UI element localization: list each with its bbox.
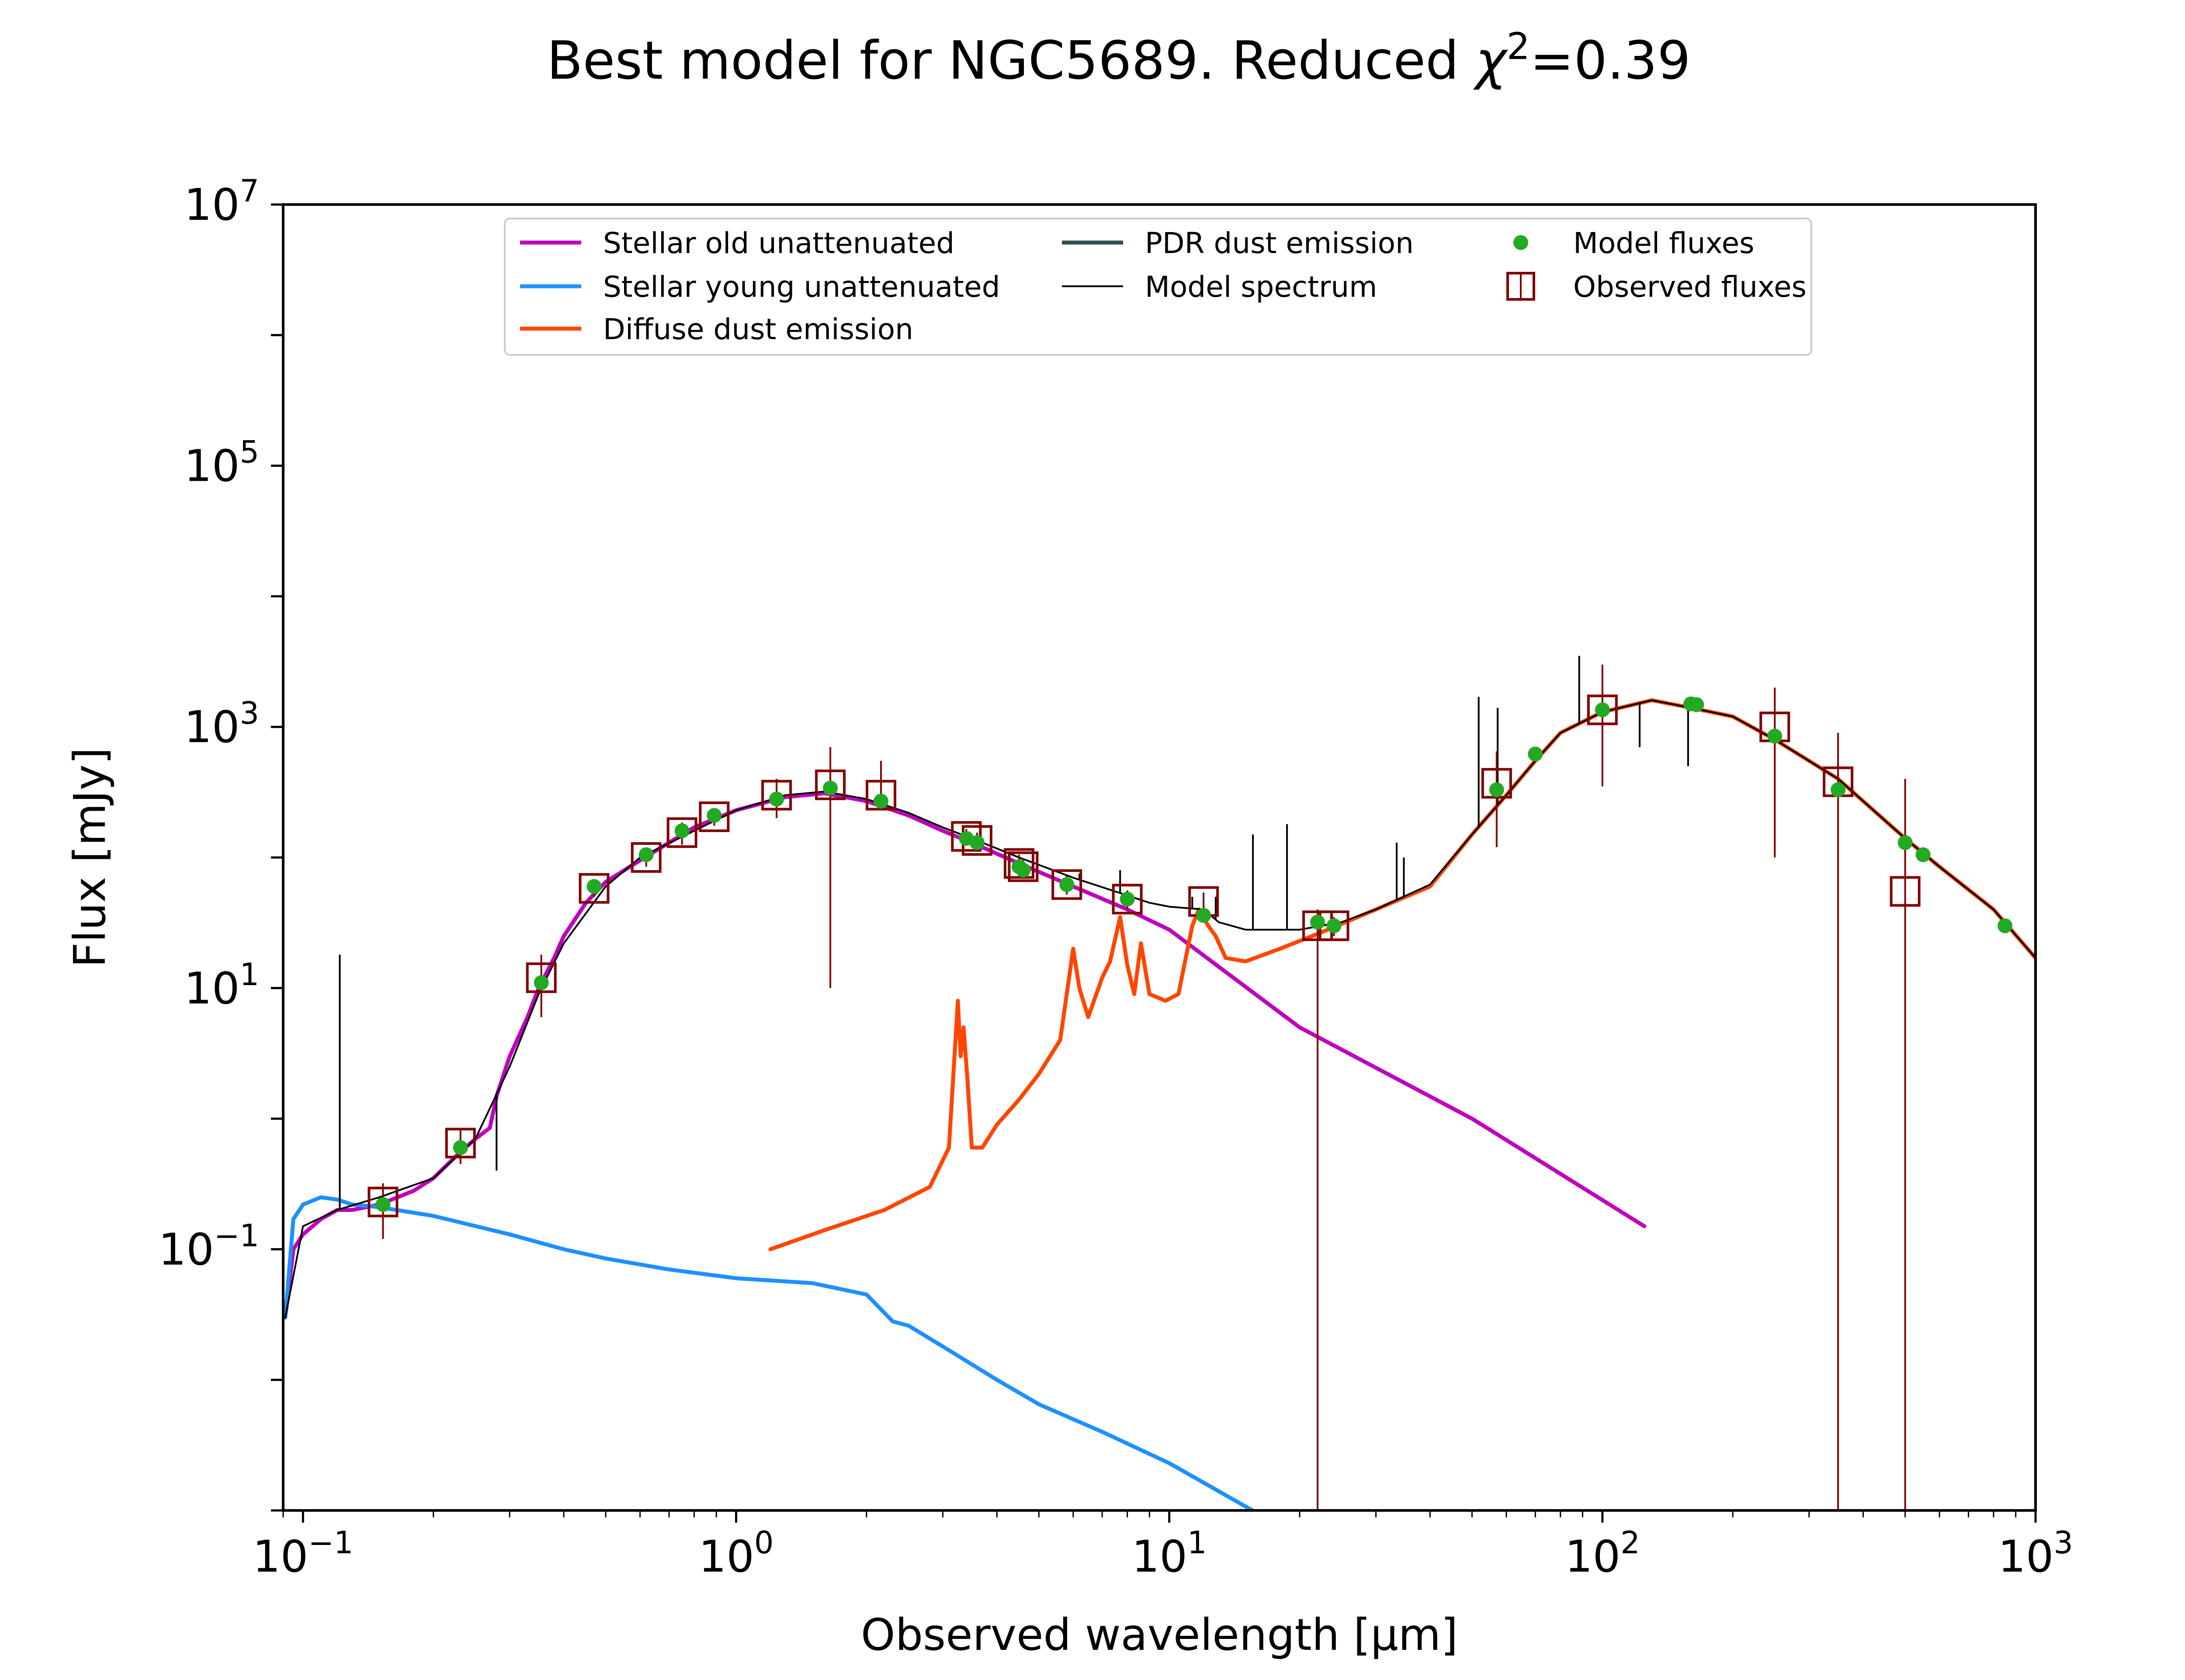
- y-tick-label: 101: [184, 957, 259, 1014]
- model-flux-point: [375, 1197, 391, 1212]
- model-flux-point: [453, 1140, 468, 1155]
- observed-flux-marker: [1003, 848, 1034, 879]
- model-flux-point: [1915, 847, 1931, 862]
- model-flux-point: [1595, 702, 1610, 718]
- legend-item-model-fluxes: Model fluxes: [1513, 226, 1755, 260]
- observed-flux-marker: [866, 780, 897, 811]
- model-flux-point: [674, 823, 690, 839]
- model-flux-point: [638, 847, 654, 862]
- observed-flux-marker: [631, 842, 662, 873]
- model-flux-point: [1831, 782, 1846, 798]
- series-line-model-spectrum: [284, 699, 2036, 1319]
- legend-item-diffuse-dust-emission: Diffuse dust emission: [520, 312, 913, 346]
- model-flux-point: [874, 794, 889, 809]
- legend-label: Stellar old unattenuated: [603, 226, 954, 260]
- chart-title: Best model for NGC5689. Reduced χ2=0.39: [547, 25, 1690, 91]
- observed-flux-marker: [368, 1187, 399, 1218]
- observed-flux-marker: [1890, 876, 1921, 907]
- x-tick-label: 100: [699, 1525, 774, 1582]
- model-flux-point: [586, 879, 602, 894]
- y-tick-label: 10−1: [159, 1218, 259, 1275]
- legend-label: Observed fluxes: [1573, 270, 1807, 304]
- observed-flux-marker: [699, 801, 730, 832]
- observed-flux-marker: [666, 817, 697, 848]
- y-tick-label: 103: [184, 695, 259, 753]
- legend-label: PDR dust emission: [1145, 226, 1414, 260]
- legend-item-stellar-old-unattenuated: Stellar old unattenuated: [520, 226, 954, 260]
- model-flux-point: [1120, 892, 1135, 907]
- model-flux-point: [1689, 697, 1704, 712]
- legend-item-observed-fluxes: Observed fluxes: [1506, 270, 1807, 304]
- model-flux-point: [1310, 914, 1325, 930]
- legend: Stellar old unattenuated Stellar young un…: [504, 218, 1812, 356]
- x-tick-label: 10−1: [253, 1525, 353, 1582]
- observed-flux-marker: [1587, 694, 1618, 725]
- x-tick-label: 101: [1132, 1525, 1207, 1582]
- model-flux-point: [1998, 918, 2013, 934]
- legend-label: Diffuse dust emission: [603, 312, 913, 346]
- legend-swatch: [1513, 235, 1528, 250]
- x-tick-label: 102: [1565, 1525, 1640, 1582]
- legend-box: [504, 218, 1812, 356]
- observed-flux-marker: [579, 873, 610, 904]
- model-flux-point: [707, 808, 722, 823]
- model-flux-point: [1897, 835, 1913, 850]
- legend-item-pdr-dust-emission: PDR dust emission: [1062, 226, 1414, 260]
- x-tick-label: 103: [1998, 1525, 2073, 1582]
- legend-label: Model spectrum: [1145, 270, 1377, 304]
- model-flux-point: [1326, 918, 1342, 934]
- legend-item-stellar-young-unattenuated: Stellar young unattenuated: [520, 270, 1000, 304]
- model-flux-point: [534, 975, 549, 990]
- legend-label: Stellar young unattenuated: [603, 270, 1000, 304]
- model-flux-point: [769, 791, 784, 807]
- y-axis-label: Flux [mJy]: [64, 747, 115, 968]
- y-tick-label: 105: [184, 434, 259, 492]
- model-flux-point: [823, 781, 838, 796]
- x-axis: 10−1 100 101 102 103: [253, 1510, 2073, 1582]
- model-flux-point: [1059, 877, 1075, 892]
- y-axis: 10−1 101 103 105 107: [159, 173, 283, 1512]
- model-flux-point: [1489, 782, 1504, 798]
- y-tick-label: 107: [184, 173, 259, 230]
- model-flux-point: [1016, 862, 1031, 878]
- observed-flux-marker: [1112, 884, 1143, 915]
- model-flux-point: [1767, 729, 1783, 744]
- x-axis-label: Observed wavelength [μm]: [861, 1609, 1458, 1660]
- observed-flux-marker: [526, 962, 557, 993]
- series-line-stellar-young-unattenuated: [283, 1195, 1257, 1510]
- observed-flux-marker: [761, 780, 792, 811]
- observed-flux-marker: [445, 1128, 476, 1159]
- observed-flux-marker: [1008, 851, 1039, 882]
- observed-flux-marker: [1051, 869, 1082, 900]
- legend-label: Model fluxes: [1573, 226, 1755, 260]
- observed-flux-marker: [815, 769, 846, 800]
- model-flux-point: [1528, 746, 1543, 762]
- model-flux-point: [969, 835, 985, 850]
- plot-area: [283, 656, 2036, 1510]
- legend-item-model-spectrum: Model spectrum: [1062, 270, 1377, 304]
- observed-flux-marker: [1481, 768, 1512, 799]
- model-flux-point: [1196, 908, 1211, 923]
